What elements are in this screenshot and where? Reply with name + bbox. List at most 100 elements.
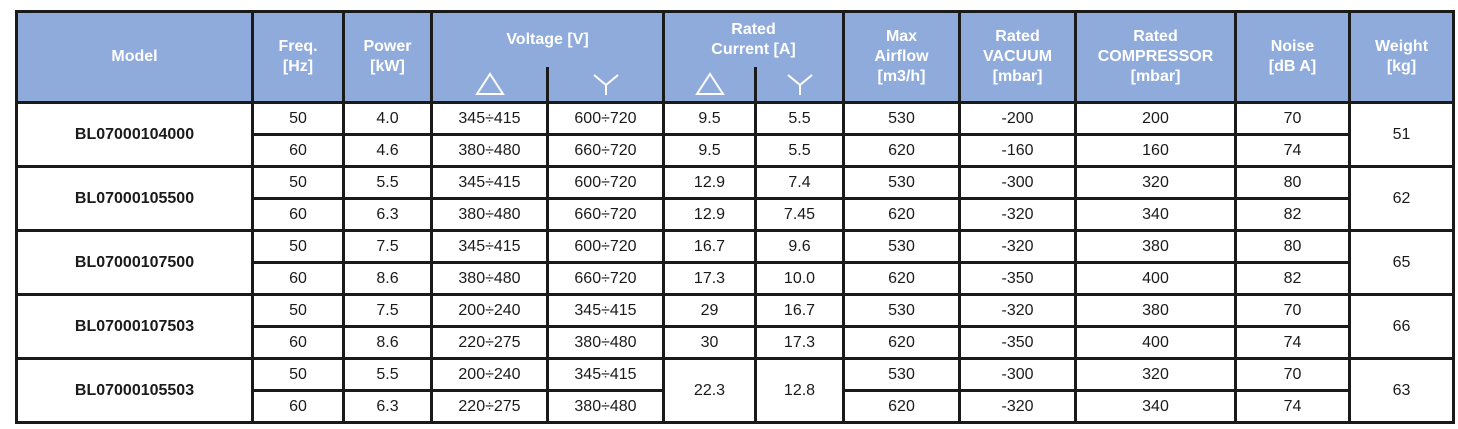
- delta-icon: [693, 71, 727, 97]
- current-delta-cell: 12.9: [662, 198, 757, 232]
- noise-cell: 70: [1234, 293, 1351, 328]
- model-cell: BL07000105500: [15, 165, 254, 232]
- airflow-cell: 530: [842, 357, 961, 392]
- compressor-cell: 400: [1074, 262, 1237, 296]
- current-delta-cell: 12.9: [662, 165, 757, 200]
- airflow-cell: 620: [842, 326, 961, 360]
- voltage-star-cell: 660÷720: [546, 262, 665, 296]
- power-cell: 8.6: [342, 262, 433, 296]
- header-current-star: [755, 67, 845, 104]
- freq-cell: 50: [251, 101, 345, 136]
- vacuum-cell: -200: [958, 101, 1077, 136]
- power-cell: 5.5: [342, 165, 433, 200]
- current-star-cell: 7.45: [754, 198, 845, 232]
- current-delta-cell: 29: [662, 293, 757, 328]
- voltage-delta-cell: 380÷480: [430, 262, 549, 296]
- current-delta-cell: 22.3: [662, 357, 757, 424]
- freq-cell: 50: [251, 293, 345, 328]
- airflow-cell: 530: [842, 101, 961, 136]
- current-delta-cell: 17.3: [662, 262, 757, 296]
- header-airflow: Max Airflow [m3/h]: [842, 10, 961, 104]
- compressor-cell: 380: [1074, 293, 1237, 328]
- power-cell: 8.6: [342, 326, 433, 360]
- freq-cell: 60: [251, 390, 345, 424]
- voltage-delta-cell: 380÷480: [430, 134, 549, 168]
- noise-cell: 74: [1234, 326, 1351, 360]
- voltage-star-cell: 380÷480: [546, 326, 665, 360]
- noise-cell: 74: [1234, 134, 1351, 168]
- freq-cell: 60: [251, 198, 345, 232]
- table-row: 60 6.3 220÷275 380÷480 620 -320 340 74: [17, 390, 1454, 424]
- current-delta-cell: 9.5: [662, 101, 757, 136]
- compressor-cell: 320: [1074, 357, 1237, 392]
- freq-cell: 60: [251, 326, 345, 360]
- airflow-cell: 530: [842, 229, 961, 264]
- current-star-cell: 5.5: [754, 134, 845, 168]
- header-voltage: Voltage [V]: [430, 10, 665, 67]
- voltage-star-cell: 660÷720: [546, 198, 665, 232]
- vacuum-cell: -350: [958, 262, 1077, 296]
- header-power: Power [kW]: [342, 10, 433, 104]
- power-cell: 6.3: [342, 198, 433, 232]
- current-star-cell: 17.3: [754, 326, 845, 360]
- voltage-star-cell: 345÷415: [546, 357, 665, 392]
- table-row: BL07000107500 50 7.5 345÷415 600÷720 16.…: [15, 229, 1455, 296]
- compressor-cell: 340: [1074, 390, 1237, 424]
- header-voltage-star: [547, 67, 665, 104]
- power-cell: 6.3: [342, 390, 433, 424]
- voltage-delta-cell: 380÷480: [430, 198, 549, 232]
- table-row: 60 8.6 220÷275 380÷480 30 17.3 620 -350 …: [17, 326, 1454, 360]
- vacuum-cell: -320: [958, 293, 1077, 328]
- current-delta-cell: 9.5: [662, 134, 757, 168]
- vacuum-cell: -320: [958, 229, 1077, 264]
- voltage-delta-cell: 345÷415: [430, 165, 549, 200]
- freq-cell: 60: [251, 262, 345, 296]
- model-cell: BL07000107500: [15, 229, 254, 296]
- table-row: BL07000107503 50 7.5 200÷240 345÷415 29 …: [15, 293, 1455, 360]
- weight-cell: 51: [1348, 101, 1455, 168]
- compressor-cell: 320: [1074, 165, 1237, 200]
- model-cell: BL07000105503: [15, 357, 254, 424]
- vacuum-cell: -160: [958, 134, 1077, 168]
- current-star-cell: 7.4: [754, 165, 845, 200]
- table-row: 60 8.6 380÷480 660÷720 17.3 10.0 620 -35…: [17, 262, 1454, 296]
- power-cell: 4.6: [342, 134, 433, 168]
- table-row: 60 6.3 380÷480 660÷720 12.9 7.45 620 -32…: [17, 198, 1454, 232]
- airflow-cell: 620: [842, 262, 961, 296]
- power-cell: 4.0: [342, 101, 433, 136]
- noise-cell: 80: [1234, 165, 1351, 200]
- airflow-cell: 620: [842, 134, 961, 168]
- model-cell: BL07000104000: [15, 101, 254, 168]
- current-delta-cell: 30: [662, 326, 757, 360]
- voltage-delta-cell: 220÷275: [430, 326, 549, 360]
- vacuum-cell: -350: [958, 326, 1077, 360]
- weight-cell: 65: [1348, 229, 1455, 296]
- noise-cell: 74: [1234, 390, 1351, 424]
- vacuum-cell: -320: [958, 390, 1077, 424]
- compressor-cell: 400: [1074, 326, 1237, 360]
- voltage-delta-cell: 220÷275: [430, 390, 549, 424]
- voltage-star-cell: 380÷480: [546, 390, 665, 424]
- compressor-cell: 340: [1074, 198, 1237, 232]
- voltage-delta-cell: 345÷415: [430, 101, 549, 136]
- header-noise: Noise [dB A]: [1234, 10, 1351, 104]
- voltage-delta-cell: 200÷240: [430, 357, 549, 392]
- vacuum-cell: -300: [958, 165, 1077, 200]
- power-cell: 7.5: [342, 293, 433, 328]
- table-row: 60 4.6 380÷480 660÷720 9.5 5.5 620 -160 …: [17, 134, 1454, 168]
- airflow-cell: 620: [842, 198, 961, 232]
- current-star-cell: 12.8: [754, 357, 845, 424]
- vacuum-cell: -300: [958, 357, 1077, 392]
- vacuum-cell: -320: [958, 198, 1077, 232]
- header-compressor: Rated COMPRESSOR [mbar]: [1074, 10, 1237, 104]
- freq-cell: 50: [251, 165, 345, 200]
- airflow-cell: 530: [842, 165, 961, 200]
- current-star-cell: 16.7: [754, 293, 845, 328]
- model-cell: BL07000107503: [15, 293, 254, 360]
- header-voltage-delta: [430, 67, 549, 104]
- header-freq: Freq. [Hz]: [251, 10, 345, 104]
- power-cell: 7.5: [342, 229, 433, 264]
- compressor-cell: 160: [1074, 134, 1237, 168]
- voltage-star-cell: 600÷720: [546, 165, 665, 200]
- spec-table-wrapper: Model Freq. [Hz] Power [kW] Voltage [V] …: [15, 10, 1455, 424]
